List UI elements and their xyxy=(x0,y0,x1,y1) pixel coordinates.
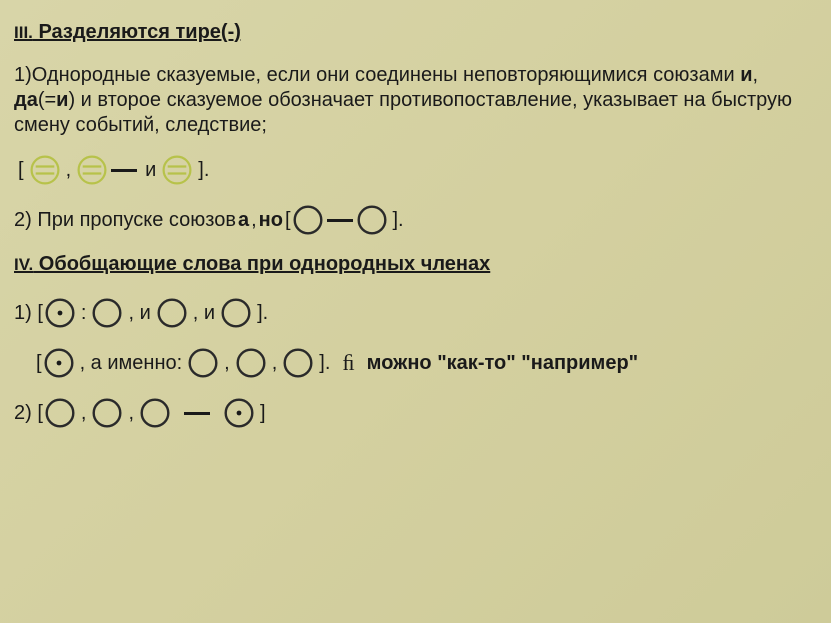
schema-text: , xyxy=(62,158,76,183)
schema-2: ]. xyxy=(293,202,408,238)
generalizing-dot-circle-icon xyxy=(45,298,75,328)
section-3-heading: III. Разделяются тире(-) xyxy=(14,20,817,45)
predicate-circle-icon xyxy=(162,155,192,185)
schema-text: , xyxy=(77,401,91,426)
rule-1-b1: и xyxy=(740,64,752,86)
member-circle-icon xyxy=(293,205,323,235)
sec4-row-1: 1) [ : , и , и ]. xyxy=(14,295,817,331)
generalizing-dot-circle-icon xyxy=(44,348,74,378)
section-4-roman: IV. xyxy=(14,255,33,274)
dash-icon xyxy=(327,219,353,222)
predicate-circle-icon xyxy=(30,155,60,185)
schema-text: , xyxy=(268,351,282,376)
rule-1-b3: и xyxy=(56,89,68,111)
rule-2-b1: а xyxy=(238,208,249,233)
generalizing-dot-circle-icon xyxy=(224,398,254,428)
section-4-heading: IV. Обобщающие слова при однородных член… xyxy=(14,252,817,277)
schema-text: , и xyxy=(189,301,219,326)
dash-icon xyxy=(184,412,210,415)
sec4-row2-lead: 2) [ xyxy=(14,401,43,426)
sec4-row1-schema: : , и , и ]. xyxy=(45,295,272,331)
rule-2-mid: , xyxy=(251,208,257,233)
schema-1: [ , и ]. xyxy=(14,152,817,188)
rule-2-open: [ xyxy=(285,208,291,233)
schema-text: ] xyxy=(256,401,270,426)
section-4-title: Обобщающие слова при однородных членах xyxy=(33,253,490,275)
member-circle-icon xyxy=(92,298,122,328)
schema-text: , xyxy=(124,401,138,426)
sec4-row1b-note: можно "как-то" "например" xyxy=(367,351,638,376)
section-3-title: Разделяются тире(-) xyxy=(33,21,241,43)
dash-icon xyxy=(111,169,137,172)
member-circle-icon xyxy=(283,348,313,378)
member-circle-icon xyxy=(45,398,75,428)
rule-1-post: ) и второе сказуемое обозначает противоп… xyxy=(14,89,792,136)
rule-2-pre: 2) При пропуске союзов xyxy=(14,208,236,233)
rule-1-paren: (= xyxy=(38,89,56,111)
member-circle-icon xyxy=(221,298,251,328)
rule-1-mid1: , xyxy=(753,64,759,86)
sec4-row-1b: [ , а именно: , , ]. ﬁ можно "как-то" "н… xyxy=(36,345,817,381)
schema-text: , xyxy=(220,351,234,376)
member-circle-icon xyxy=(157,298,187,328)
schema-text: ]. xyxy=(253,301,272,326)
fi-arrow-icon: ﬁ xyxy=(342,349,354,377)
schema-text: , и xyxy=(124,301,154,326)
section-3-roman: III. xyxy=(14,23,33,42)
schema-text: ]. xyxy=(389,208,408,233)
member-circle-icon xyxy=(140,398,170,428)
member-circle-icon xyxy=(357,205,387,235)
rule-1-b2: да xyxy=(14,89,38,111)
rule-2-row: 2) При пропуске союзов а , но [ ]. xyxy=(14,202,817,238)
member-circle-icon xyxy=(236,348,266,378)
schema-text: ]. xyxy=(194,158,213,183)
schema-text: , а именно: xyxy=(76,351,187,376)
rule-1-pre: 1)Однородные сказуемые, если они соедине… xyxy=(14,64,740,86)
sec4-row-2: 2) [ , , ] xyxy=(14,395,817,431)
rule-2-b2: но xyxy=(259,208,283,233)
schema-text: и xyxy=(141,158,160,183)
schema-text: : xyxy=(77,301,91,326)
sec4-row1b-schema: , а именно: , , ]. xyxy=(44,345,335,381)
schema-text: ]. xyxy=(315,351,334,376)
predicate-circle-icon xyxy=(77,155,107,185)
schema-text: [ xyxy=(14,158,28,183)
sec4-row1b-lead: [ xyxy=(36,351,42,376)
sec4-row2-schema: , , ] xyxy=(45,395,270,431)
member-circle-icon xyxy=(188,348,218,378)
rule-1-text: 1)Однородные сказуемые, если они соедине… xyxy=(14,63,817,138)
sec4-row1-lead: 1) [ xyxy=(14,301,43,326)
member-circle-icon xyxy=(92,398,122,428)
